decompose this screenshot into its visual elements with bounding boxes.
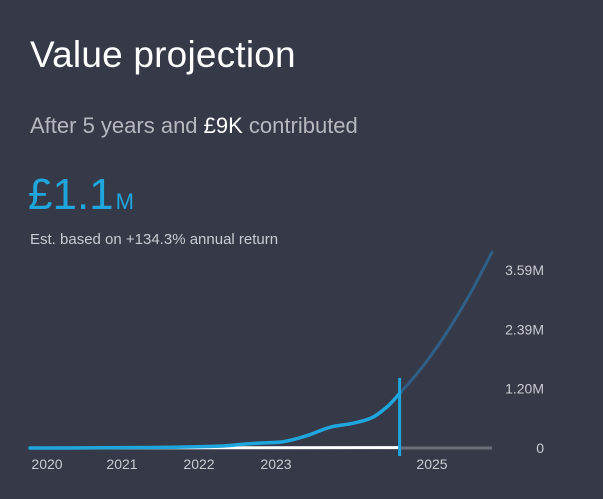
return-note: Est. based on +134.3% annual return — [30, 231, 279, 248]
y-tick-label: 3.59M — [505, 262, 544, 278]
x-tick-label: 2022 — [183, 456, 214, 472]
subtitle-suffix: contributed — [242, 113, 358, 138]
x-tick-label: 2023 — [260, 456, 291, 472]
y-tick-label: 1.20M — [505, 381, 544, 397]
projected-value: £1.1M — [28, 170, 134, 220]
x-tick-label: 2025 — [416, 456, 447, 472]
x-tick-label: 2021 — [106, 456, 137, 472]
projection-subtitle: After 5 years and £9K contributed — [30, 113, 358, 139]
projected-value-currency: £ — [28, 170, 53, 219]
x-tick-label: 2020 — [31, 456, 62, 472]
series-value-to-date — [28, 391, 402, 450]
x-axis-ticks: 2020 2021 2022 2023 2025 — [31, 456, 447, 472]
y-tick-label: 2.39M — [505, 321, 544, 337]
projected-value-number: 1.1 — [52, 170, 114, 219]
subtitle-prefix: After 5 years and — [30, 113, 204, 138]
plot-lines — [28, 250, 494, 456]
y-axis-ticks: 0 1.20M 2.39M 3.59M — [505, 262, 544, 456]
y-tick-label: 0 — [536, 440, 544, 456]
series-projected-value — [398, 250, 494, 395]
contributed-amount: £9K — [203, 113, 243, 138]
page-title: Value projection — [30, 34, 296, 75]
projected-value-unit: M — [115, 189, 134, 214]
